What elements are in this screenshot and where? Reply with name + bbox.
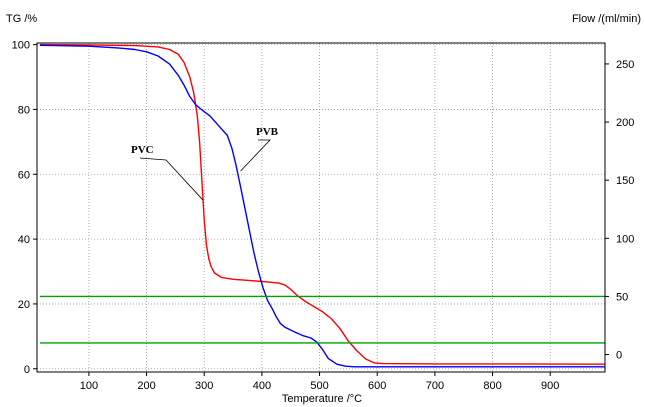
- y-left-tick-label: 0: [24, 364, 30, 376]
- series-lines: [39, 43, 606, 368]
- gridlines: [37, 43, 605, 372]
- axis-ticks: 100 200 300 400 500 600 700 800 900 0 20 40 60 80 100 0…: [12, 40, 635, 392]
- x-tick-label: 200: [137, 380, 155, 392]
- y-right-tick-label: 100: [616, 233, 634, 245]
- series-line-pvc: [39, 43, 606, 365]
- annotation-leader-line: [139, 157, 204, 201]
- x-tick-label: 700: [426, 380, 444, 392]
- annotation-pvc: PVC: [131, 144, 204, 201]
- y-right-tick-label: 150: [616, 175, 634, 187]
- y-right-tick-label: 250: [616, 59, 634, 71]
- y-left-tick-label: 100: [12, 40, 30, 52]
- y-right-tick-label: 0: [616, 350, 622, 362]
- x-tick-label: 900: [541, 380, 559, 392]
- plot-frame: [36, 42, 606, 373]
- annotation-label: PVC: [131, 144, 154, 156]
- y-left-tick-label: 80: [18, 104, 30, 116]
- plot-border: [36, 42, 606, 373]
- annotations: PVC PVB: [131, 126, 279, 201]
- y-left-tick-label: 20: [18, 299, 30, 311]
- x-tick-label: 800: [483, 380, 501, 392]
- y-left-tick-label: 60: [18, 169, 30, 181]
- y-axis-right-title: Flow /(ml/min): [572, 13, 641, 25]
- y-axis-left-title: TG /%: [6, 13, 37, 25]
- y-right-tick-label: 50: [616, 291, 628, 303]
- y-right-tick-label: 200: [616, 117, 634, 129]
- series-line-pvb: [39, 44, 605, 368]
- x-tick-label: 100: [80, 380, 98, 392]
- x-tick-label: 600: [368, 380, 386, 392]
- x-tick-label: 500: [310, 380, 328, 392]
- x-tick-label: 300: [195, 380, 213, 392]
- annotation-pvb: PVB: [240, 126, 279, 172]
- annotation-leader-line: [240, 139, 271, 172]
- x-axis-title: Temperature /°C: [282, 393, 362, 405]
- annotation-label: PVB: [256, 126, 279, 138]
- y-left-tick-label: 40: [18, 234, 30, 246]
- x-tick-label: 400: [253, 380, 271, 392]
